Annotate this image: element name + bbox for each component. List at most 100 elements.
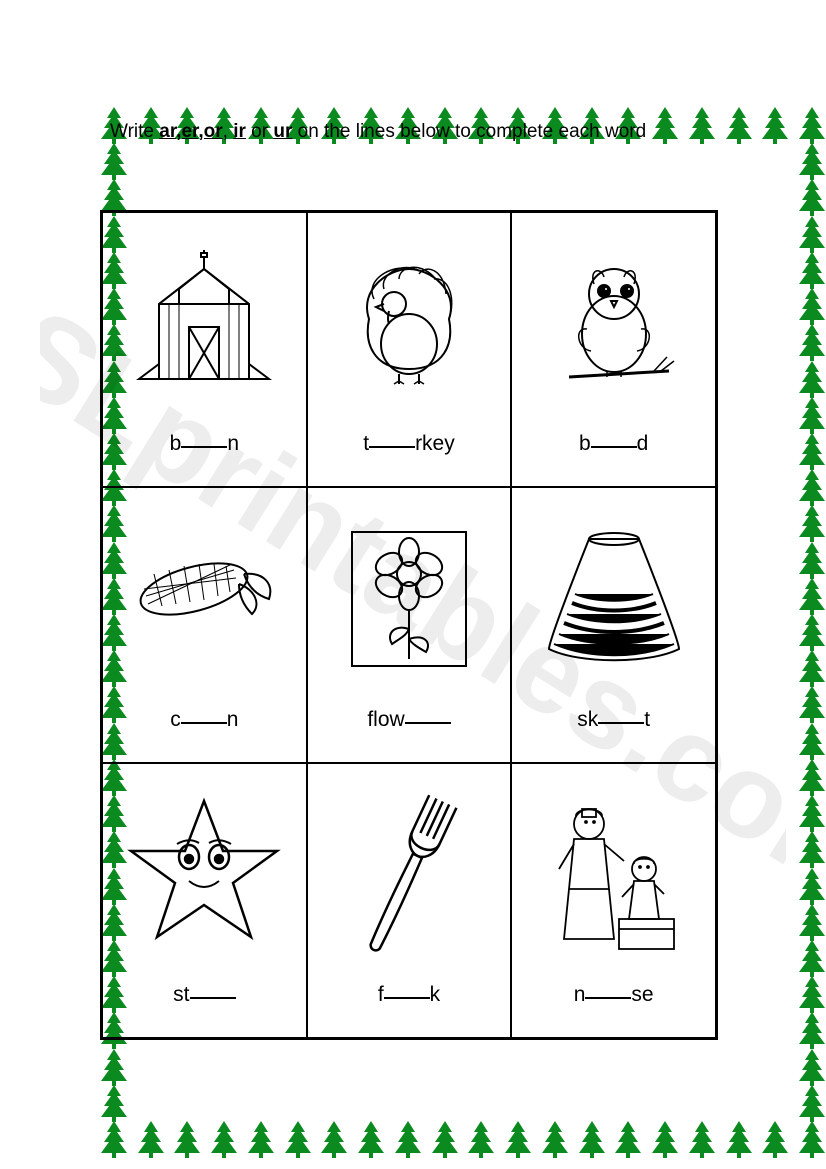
blank-input[interactable] bbox=[369, 446, 415, 448]
prefix: b bbox=[170, 432, 182, 455]
tree-icon bbox=[245, 1119, 277, 1159]
tree-icon bbox=[796, 141, 826, 181]
tree-icon bbox=[208, 1119, 240, 1159]
cell-turkey: t rkey bbox=[307, 212, 512, 487]
instr-or: or bbox=[246, 121, 273, 142]
instr-opts1: ar,er,or bbox=[159, 121, 222, 142]
tree-icon bbox=[796, 902, 826, 942]
blank-input[interactable] bbox=[181, 722, 227, 724]
tree-icon bbox=[355, 1119, 387, 1159]
blank-input[interactable] bbox=[181, 446, 227, 448]
worksheet-page: ESLprintables.com Write ar,er,or, ir or … bbox=[0, 0, 826, 1169]
tree-icon bbox=[465, 1119, 497, 1159]
tree-icon bbox=[796, 866, 826, 906]
tree-icon bbox=[796, 757, 826, 797]
word-star[interactable]: st bbox=[173, 983, 235, 1007]
cell-star: st bbox=[102, 763, 307, 1038]
star-icon bbox=[108, 774, 301, 975]
prefix: b bbox=[579, 432, 591, 455]
tree-icon bbox=[723, 1119, 755, 1159]
turkey-icon bbox=[313, 223, 506, 424]
prefix: n bbox=[574, 983, 586, 1006]
suffix: d bbox=[637, 432, 649, 455]
cell-corn: cn bbox=[102, 487, 307, 762]
bird-icon bbox=[517, 223, 710, 424]
cell-fork: fk bbox=[307, 763, 512, 1038]
suffix: se bbox=[631, 983, 653, 1006]
instr-suffix: on the lines below to complete each word bbox=[292, 121, 646, 142]
word-corn[interactable]: cn bbox=[170, 708, 238, 732]
instr-comma: , bbox=[223, 121, 234, 142]
suffix: n bbox=[227, 432, 239, 455]
tree-icon bbox=[796, 829, 826, 869]
instr-prefix: Write bbox=[110, 121, 159, 142]
tree-icon bbox=[282, 1119, 314, 1159]
blank-input[interactable] bbox=[384, 997, 430, 999]
tree-icon bbox=[98, 1047, 130, 1087]
tree-icon bbox=[796, 395, 826, 435]
suffix: t bbox=[644, 708, 650, 731]
blank-input[interactable] bbox=[598, 722, 644, 724]
suffix: n bbox=[227, 708, 239, 731]
tree-icon bbox=[796, 1010, 826, 1050]
tree-icon bbox=[98, 1119, 130, 1159]
prefix: f bbox=[378, 983, 384, 1006]
word-turkey[interactable]: t rkey bbox=[363, 432, 455, 456]
suffix: rkey bbox=[415, 432, 455, 455]
tree-icon bbox=[796, 793, 826, 833]
tree-icon bbox=[796, 322, 826, 362]
word-fork[interactable]: fk bbox=[378, 983, 440, 1007]
tree-icon bbox=[796, 648, 826, 688]
tree-icon bbox=[796, 250, 826, 290]
cell-skirt: sk t bbox=[511, 487, 716, 762]
flower-icon bbox=[313, 498, 506, 699]
barn-icon bbox=[108, 223, 301, 424]
cell-bird: bd bbox=[511, 212, 716, 487]
tree-icon bbox=[135, 1119, 167, 1159]
word-barn[interactable]: bn bbox=[170, 432, 239, 456]
tree-icon bbox=[392, 1119, 424, 1159]
word-skirt[interactable]: sk t bbox=[577, 708, 650, 732]
tree-icon bbox=[171, 1119, 203, 1159]
nurse-icon bbox=[517, 774, 710, 975]
instr-ir: ir bbox=[233, 121, 246, 142]
corn-icon bbox=[108, 498, 301, 699]
tree-icon bbox=[796, 177, 826, 217]
tree-icon bbox=[796, 721, 826, 761]
skirt-icon bbox=[517, 498, 710, 699]
tree-icon bbox=[796, 286, 826, 326]
blank-input[interactable] bbox=[585, 997, 631, 999]
tree-icon bbox=[576, 1119, 608, 1159]
tree-icon bbox=[723, 105, 755, 145]
tree-icon bbox=[686, 1119, 718, 1159]
tree-icon bbox=[796, 467, 826, 507]
blank-input[interactable] bbox=[591, 446, 637, 448]
prefix: flow bbox=[367, 708, 404, 731]
blank-input[interactable] bbox=[190, 997, 236, 999]
word-flower[interactable]: flow bbox=[367, 708, 450, 732]
suffix: k bbox=[430, 983, 441, 1006]
tree-icon bbox=[796, 612, 826, 652]
tree-icon bbox=[796, 938, 826, 978]
word-bird[interactable]: bd bbox=[579, 432, 648, 456]
cell-barn: bn bbox=[102, 212, 307, 487]
tree-icon bbox=[796, 684, 826, 724]
tree-icon bbox=[502, 1119, 534, 1159]
tree-icon bbox=[796, 359, 826, 399]
blank-input[interactable] bbox=[405, 722, 451, 724]
tree-icon bbox=[796, 214, 826, 254]
tree-icon bbox=[539, 1119, 571, 1159]
tree-icon bbox=[759, 1119, 791, 1159]
tree-icon bbox=[796, 576, 826, 616]
tree-icon bbox=[649, 1119, 681, 1159]
prefix: st bbox=[173, 983, 189, 1006]
tree-icon bbox=[796, 503, 826, 543]
prefix: t bbox=[363, 432, 369, 455]
tree-icon bbox=[796, 974, 826, 1014]
word-nurse[interactable]: n se bbox=[574, 983, 654, 1007]
tree-icon bbox=[612, 1119, 644, 1159]
tree-icon bbox=[98, 1083, 130, 1123]
prefix: sk bbox=[577, 708, 598, 731]
instruction-text: Write ar,er,or, ir or ur on the lines be… bbox=[110, 115, 716, 149]
prefix: c bbox=[170, 708, 181, 731]
